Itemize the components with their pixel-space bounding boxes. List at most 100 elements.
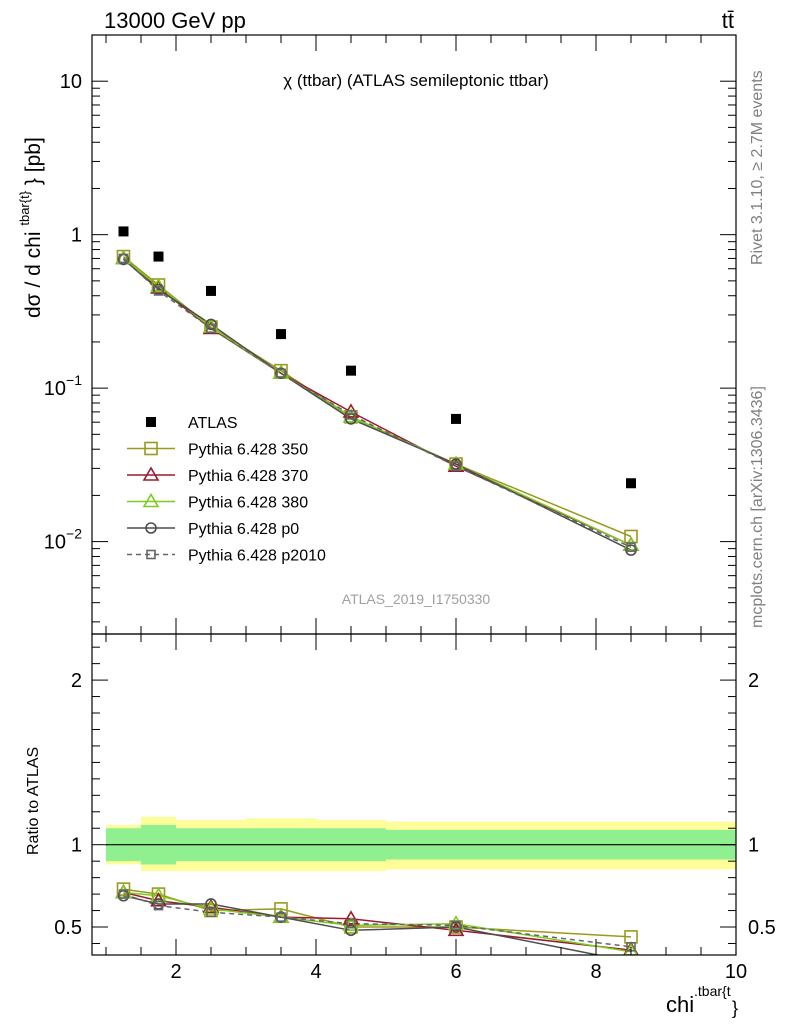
x-tick-label: 10 bbox=[725, 961, 747, 983]
ratio-line-pythia-6-428-p0 bbox=[123, 894, 602, 955]
x-label-text: chi bbox=[666, 992, 694, 1017]
energy-label: 13000 GeV pp bbox=[104, 8, 246, 33]
x-label-superscript: .tbar{t bbox=[694, 983, 731, 999]
ratio-point-pythia-6-428-370 bbox=[202, 898, 220, 914]
ratio-y-tick-label-right: 2 bbox=[748, 670, 759, 692]
legend-entry-pythia-6-428-p2010: Pythia 6.428 p2010 bbox=[127, 548, 326, 565]
ratio-point-pythia-6-428-p2010 bbox=[118, 889, 129, 899]
main-point-pythia-6-428-p0 bbox=[275, 367, 287, 380]
main-point-pythia-6-428-p2010 bbox=[626, 542, 636, 552]
x-tick-label: 8 bbox=[590, 961, 601, 983]
main-point-pythia-6-428-p2010 bbox=[346, 410, 356, 420]
main-point-pythia-6-428-p0 bbox=[205, 318, 217, 331]
legend-label-pythia-6-428-370: Pythia 6.428 370 bbox=[188, 468, 308, 485]
main-y-axis-label: dσ / d chi tbar{t} } [pb] bbox=[11, 137, 45, 318]
ratio-point-pythia-6-428-350 bbox=[116, 882, 131, 896]
main-y-tick-label: 10 bbox=[60, 71, 82, 93]
ratio-y-tick-label: 2 bbox=[71, 670, 82, 692]
process-label: tt̄ bbox=[722, 8, 734, 33]
ratio-line-pythia-6-428-370 bbox=[123, 891, 632, 951]
main-point-atlas bbox=[626, 478, 636, 489]
ratio-point-pythia-6-428-380 bbox=[150, 887, 167, 902]
main-y-tick-exponent: −1 bbox=[66, 372, 82, 388]
ratio-point-pythia-6-428-p2010 bbox=[206, 907, 216, 918]
ratio-uncertainty-bands bbox=[106, 816, 736, 872]
main-y-label-text: dσ / d chi bbox=[22, 231, 45, 318]
main-y-tick-label: 1 bbox=[71, 225, 82, 247]
main-line-pythia-6-428-p0 bbox=[123, 258, 632, 551]
ratio-point-pythia-6-428-p0 bbox=[345, 924, 357, 937]
ratio-axes: 0.5 0.5 1 1 2 2 2 4 6 8 10 bbox=[54, 633, 776, 983]
legend-marker-atlas bbox=[146, 417, 156, 427]
ratio-point-pythia-6-428-350 bbox=[274, 902, 288, 916]
x-tick-label: 4 bbox=[310, 961, 321, 983]
legend-label-pythia-6-428-p2010: Pythia 6.428 p2010 bbox=[188, 548, 326, 565]
main-point-pythia-6-428-p2010 bbox=[118, 253, 129, 264]
ratio-y-tick-label-right: 0.5 bbox=[748, 917, 776, 939]
main-plot-title: χ (ttbar) (ATLAS semileptonic ttbar) bbox=[283, 71, 549, 90]
legend-marker-pythia-6-428-p0 bbox=[145, 522, 157, 534]
main-point-pythia-6-428-p2010 bbox=[206, 323, 216, 334]
main-y-tick-exponent: −2 bbox=[66, 526, 82, 542]
main-point-pythia-6-428-p0 bbox=[625, 544, 637, 556]
main-point-pythia-6-428-p0 bbox=[450, 458, 462, 470]
ratio-series-markers bbox=[115, 882, 639, 955]
ratio-point-pythia-6-428-p2010 bbox=[451, 920, 461, 931]
main-point-atlas bbox=[153, 251, 164, 262]
legend-entry-atlas: ATLAS bbox=[146, 415, 238, 432]
main-plot-area bbox=[92, 35, 736, 634]
main-y-tick-base: 10 bbox=[44, 532, 66, 554]
legend-marker-pythia-6-428-350 bbox=[144, 441, 158, 456]
main-point-pythia-6-428-p2010 bbox=[451, 461, 461, 471]
ratio-frame bbox=[91, 633, 737, 956]
svg-text:chi: chi bbox=[666, 992, 694, 1017]
main-point-pythia-6-428-p0 bbox=[345, 413, 357, 425]
ratio-y-tick-label: 0.5 bbox=[54, 917, 82, 939]
main-y-tick-label: 10−2 bbox=[44, 526, 82, 554]
ratio-y-tick-label-right: 1 bbox=[748, 835, 759, 857]
main-series-markers bbox=[115, 226, 640, 556]
main-y-tick-label: 10−1 bbox=[44, 372, 82, 400]
legend-label-atlas: ATLAS bbox=[188, 415, 238, 432]
legend-label-pythia-6-428-380: Pythia 6.428 380 bbox=[188, 495, 308, 512]
legend: ATLAS Pythia 6.428 350 Pythia 6.428 370 Pyt… bbox=[127, 415, 326, 565]
main-y-tick-base: 10 bbox=[44, 378, 66, 400]
ratio-point-pythia-6-428-350 bbox=[344, 920, 358, 934]
legend-entry-pythia-6-428-370: Pythia 6.428 370 bbox=[127, 466, 308, 485]
legend-marker-pythia-6-428-p2010 bbox=[146, 549, 156, 560]
legend-entry-pythia-6-428-350: Pythia 6.428 350 bbox=[127, 442, 308, 459]
x-tick-label: 2 bbox=[170, 961, 181, 983]
legend-entry-pythia-6-428-p0: Pythia 6.428 p0 bbox=[127, 521, 299, 538]
main-point-atlas bbox=[346, 365, 356, 376]
ratio-point-pythia-6-428-p2010 bbox=[276, 912, 286, 922]
analysis-id-label: ATLAS_2019_I1750330 bbox=[342, 591, 491, 607]
ratio-y-tick-label: 1 bbox=[71, 835, 82, 857]
legend-label-pythia-6-428-p0: Pythia 6.428 p0 bbox=[188, 521, 299, 538]
main-point-atlas bbox=[206, 285, 216, 296]
main-point-pythia-6-428-p2010 bbox=[276, 368, 286, 379]
legend-marker-pythia-6-428-380 bbox=[142, 492, 160, 508]
ratio-series-lines bbox=[123, 888, 632, 955]
main-point-atlas bbox=[118, 226, 129, 237]
legend-label-pythia-6-428-350: Pythia 6.428 350 bbox=[188, 442, 308, 459]
ratio-point-pythia-6-428-p0 bbox=[275, 911, 287, 923]
mcplots-reference-label: mcplots.cern.ch [arXiv:1306.3436] bbox=[749, 386, 766, 628]
ratio-point-pythia-6-428-p2010 bbox=[346, 918, 356, 929]
x-axis-label: chi .tbar{t } bbox=[666, 983, 738, 1018]
main-point-atlas bbox=[451, 413, 461, 424]
ratio-y-axis-label: Ratio to ATLAS bbox=[25, 747, 42, 855]
ratio-point-pythia-6-428-p2010 bbox=[153, 900, 164, 911]
ratio-point-pythia-6-428-370 bbox=[342, 910, 360, 925]
main-point-pythia-6-428-p2010 bbox=[153, 286, 164, 296]
main-y-label-unit: } [pb] bbox=[22, 137, 45, 185]
x-tick-label: 6 bbox=[450, 961, 461, 983]
x-label-tail: } bbox=[732, 998, 738, 1018]
rivet-version-label: Rivet 3.1.10, ≥ 2.7M events bbox=[749, 70, 766, 265]
svg-text:dσ / d chi tbar{t}: dσ / d chi tbar{t} } [pb] bbox=[11, 137, 45, 318]
legend-marker-pythia-6-428-370 bbox=[142, 466, 160, 481]
main-panel-background bbox=[92, 35, 736, 634]
main-point-atlas bbox=[276, 329, 286, 340]
legend-entry-pythia-6-428-380: Pythia 6.428 380 bbox=[127, 492, 308, 512]
